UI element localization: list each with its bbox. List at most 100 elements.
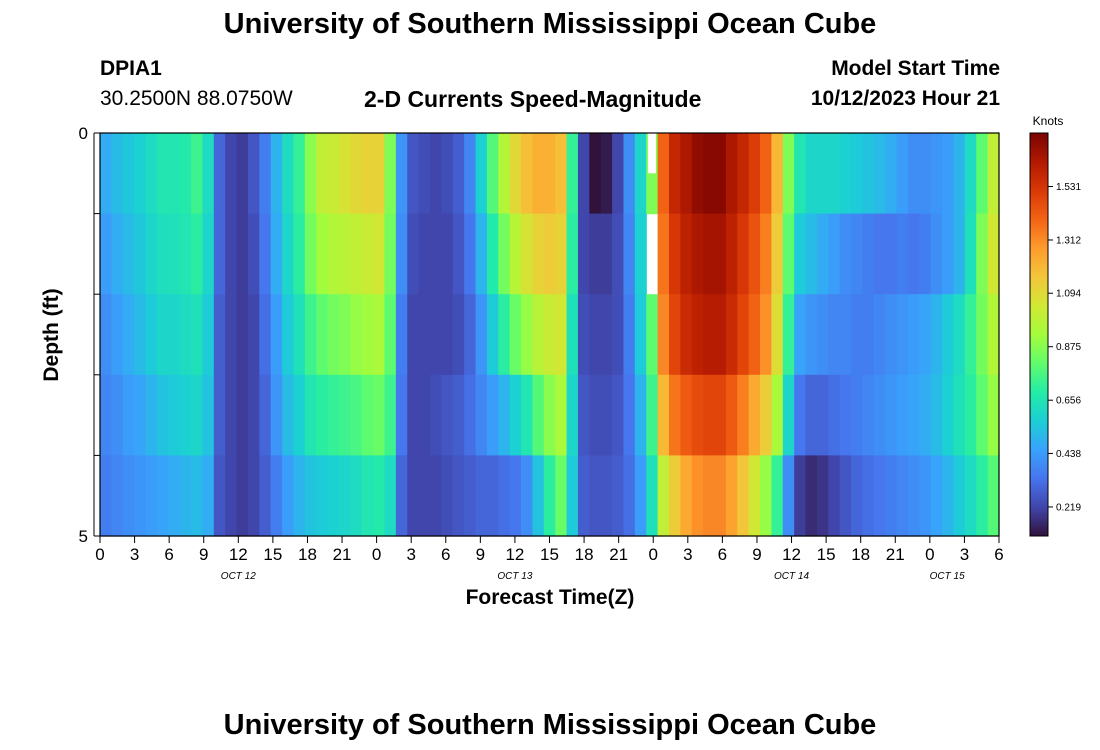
heatmap-cell bbox=[430, 374, 442, 456]
heatmap-cell bbox=[543, 133, 556, 215]
heatmap-cell bbox=[191, 294, 204, 376]
heatmap-cell bbox=[111, 213, 124, 295]
heatmap-cell bbox=[942, 455, 955, 537]
heatmap-cell bbox=[316, 213, 329, 295]
heatmap-cell bbox=[350, 455, 363, 537]
x-tick-label: 21 bbox=[609, 545, 628, 564]
heatmap-cell bbox=[566, 455, 579, 537]
heatmap-cell bbox=[589, 294, 602, 376]
heatmap-cell bbox=[395, 294, 408, 376]
heatmap-cell bbox=[646, 294, 659, 376]
heatmap-cell bbox=[680, 455, 693, 537]
heatmap-cell bbox=[122, 374, 135, 456]
heatmap-cell bbox=[293, 374, 306, 456]
heatmap-cell bbox=[680, 133, 693, 215]
heatmap-cell bbox=[247, 374, 260, 456]
heatmap-cell bbox=[225, 455, 238, 537]
heatmap-cell bbox=[600, 213, 613, 295]
heatmap-cell bbox=[338, 133, 351, 215]
heatmap-cell bbox=[646, 455, 659, 537]
heatmap-cell bbox=[202, 294, 215, 376]
heatmap-cell bbox=[862, 213, 875, 295]
heatmap-cell bbox=[987, 133, 1000, 215]
heatmap-cell bbox=[486, 374, 499, 456]
heatmap-cell bbox=[191, 133, 204, 215]
heatmap-cell bbox=[976, 294, 989, 376]
heatmap-cell bbox=[100, 294, 112, 376]
heatmap-cell bbox=[953, 213, 966, 295]
heatmap-cell bbox=[293, 455, 306, 537]
date-label: OCT 14 bbox=[774, 571, 809, 582]
heatmap-cell bbox=[953, 294, 966, 376]
heatmap-cell bbox=[327, 133, 340, 215]
x-tick-label: 18 bbox=[575, 545, 594, 564]
heatmap-cell bbox=[634, 455, 647, 537]
heatmap-cell bbox=[100, 133, 112, 215]
heatmap-cell bbox=[521, 294, 534, 376]
heatmap-cell bbox=[316, 455, 329, 537]
heatmap-cell bbox=[316, 133, 329, 215]
heatmap-cell bbox=[919, 294, 932, 376]
x-tick-label: 6 bbox=[994, 545, 1003, 564]
heatmap-cell bbox=[168, 374, 181, 456]
heatmap-cell bbox=[737, 213, 750, 295]
heatmap-cell bbox=[896, 374, 909, 456]
x-tick-label: 0 bbox=[648, 545, 657, 564]
heatmap-cell bbox=[953, 455, 966, 537]
heatmap-cell bbox=[464, 213, 477, 295]
heatmap-cell bbox=[202, 455, 215, 537]
heatmap-cell bbox=[111, 133, 124, 215]
heatmap-cell bbox=[703, 133, 716, 215]
heatmap-cell bbox=[885, 213, 898, 295]
heatmap-cell bbox=[521, 213, 534, 295]
x-tick-label: 12 bbox=[505, 545, 524, 564]
heatmap-cell bbox=[737, 455, 750, 537]
heatmap-cell bbox=[760, 455, 773, 537]
y-axis: 05 bbox=[79, 124, 100, 546]
heatmap-cell bbox=[623, 213, 636, 295]
heatmap-cell bbox=[100, 455, 112, 537]
heatmap-cell bbox=[213, 455, 226, 537]
colorbar-tick-label: 1.312 bbox=[1056, 235, 1081, 246]
heatmap-cell bbox=[327, 455, 340, 537]
heatmap-cell bbox=[748, 294, 761, 376]
heatmap-cell bbox=[418, 455, 431, 537]
heatmap-cell bbox=[532, 455, 545, 537]
heatmap-cell bbox=[942, 374, 955, 456]
heatmap-cell bbox=[509, 133, 522, 215]
heatmap-cell bbox=[839, 213, 852, 295]
heatmap-cell bbox=[304, 133, 317, 215]
heatmap-cell bbox=[577, 213, 590, 295]
heatmap-cell bbox=[668, 294, 681, 376]
heatmap-cell bbox=[156, 455, 169, 537]
heatmap-cell bbox=[168, 294, 181, 376]
heatmap-cell bbox=[873, 294, 886, 376]
heatmap-cell bbox=[907, 213, 920, 295]
heatmap-cell bbox=[600, 294, 613, 376]
page-title: University of Southern Mississippi Ocean… bbox=[223, 8, 877, 40]
heatmap-cell bbox=[885, 294, 898, 376]
heatmap-cell bbox=[134, 133, 147, 215]
heatmap-cell bbox=[771, 213, 784, 295]
heatmap-cell bbox=[509, 294, 522, 376]
heatmap-cell bbox=[612, 455, 625, 537]
heatmap-cell bbox=[703, 455, 716, 537]
heatmap-cell bbox=[293, 294, 306, 376]
heatmap-cell bbox=[441, 133, 454, 215]
heatmap-cell bbox=[338, 294, 351, 376]
heatmap-cell bbox=[782, 133, 795, 215]
x-tick-label: 0 bbox=[925, 545, 934, 564]
heatmap-cell bbox=[873, 455, 886, 537]
heatmap-cell bbox=[964, 455, 977, 537]
heatmap-cell bbox=[122, 294, 135, 376]
heatmap-cell bbox=[395, 133, 408, 215]
station-coordinates: 30.2500N 88.0750W bbox=[100, 87, 293, 110]
heatmap-cell bbox=[236, 294, 249, 376]
heatmap-cell bbox=[725, 374, 738, 456]
heatmap-cell bbox=[976, 133, 989, 215]
heatmap-cell bbox=[475, 213, 488, 295]
heatmap-cell bbox=[407, 133, 420, 215]
heatmap-cell bbox=[156, 133, 169, 215]
heatmap-cell bbox=[828, 374, 841, 456]
heatmap-cell bbox=[953, 374, 966, 456]
